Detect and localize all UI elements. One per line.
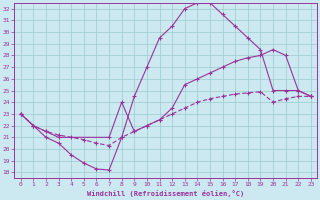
X-axis label: Windchill (Refroidissement éolien,°C): Windchill (Refroidissement éolien,°C) [87,190,244,197]
